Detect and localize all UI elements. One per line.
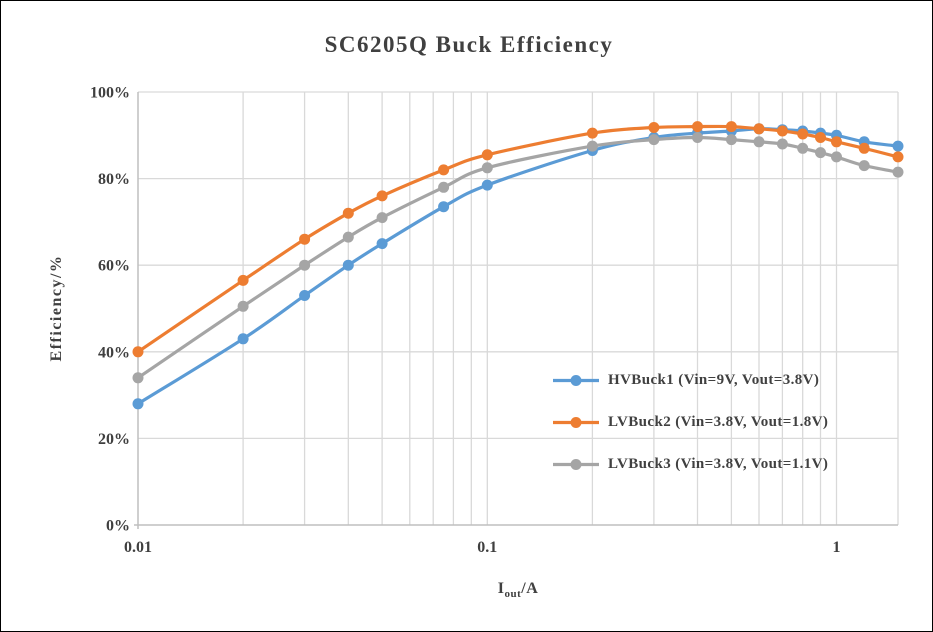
x-tick-label: 1	[833, 539, 841, 556]
data-point-LVBuck2	[815, 132, 826, 143]
y-tick-label: 40%	[98, 344, 130, 361]
data-point-LVBuck2	[648, 122, 660, 133]
data-point-HVBuck1	[342, 259, 354, 271]
data-point-LVBuck3	[692, 132, 703, 143]
x-tick-label: 0.01	[124, 539, 152, 556]
y-tick-label: 100%	[90, 85, 130, 102]
legend-label: LVBuck2 (Vin=3.8V, Vout=1.8V)	[608, 413, 829, 430]
data-point-HVBuck1	[892, 140, 904, 152]
legend-item: LVBuck2 (Vin=3.8V, Vout=1.8V)	[553, 401, 828, 443]
data-point-HVBuck1	[299, 290, 311, 301]
x-axis-title-symbol: I	[497, 579, 505, 597]
data-point-LVBuck3	[299, 259, 311, 271]
legend-marker-icon	[553, 458, 599, 470]
data-point-LVBuck2	[725, 121, 737, 133]
data-point-LVBuck3	[237, 300, 249, 312]
data-point-LVBuck3	[648, 134, 660, 146]
data-point-LVBuck2	[481, 149, 493, 161]
data-point-LVBuck2	[858, 142, 870, 154]
data-point-LVBuck3	[342, 231, 354, 243]
data-point-LVBuck3	[753, 136, 765, 148]
data-point-LVBuck3	[132, 372, 144, 384]
legend-label: LVBuck3 (Vin=3.8V, Vout=1.1V)	[608, 455, 829, 472]
data-point-LVBuck2	[797, 128, 809, 140]
data-point-LVBuck2	[237, 274, 249, 286]
legend-marker-icon	[553, 374, 599, 386]
data-point-LVBuck3	[797, 142, 809, 154]
data-point-LVBuck2	[892, 151, 904, 163]
data-point-HVBuck1	[132, 398, 144, 410]
data-point-LVBuck3	[776, 138, 788, 150]
data-point-LVBuck3	[831, 151, 842, 163]
data-point-LVBuck3	[586, 140, 598, 152]
data-point-LVBuck2	[376, 190, 388, 202]
x-axis-title: Iout/A	[498, 580, 539, 600]
data-point-LVBuck2	[299, 233, 311, 245]
data-point-LVBuck3	[481, 162, 493, 174]
data-point-HVBuck1	[438, 201, 450, 213]
data-point-LVBuck2	[753, 123, 765, 135]
data-point-LVBuck3	[858, 160, 870, 172]
data-point-LVBuck3	[892, 166, 904, 178]
data-point-LVBuck3	[438, 181, 450, 193]
data-point-LVBuck2	[438, 164, 450, 176]
y-tick-label: 0%	[106, 518, 130, 535]
legend: HVBuck1 (Vin=9V, Vout=3.8V) LVBuck2 (Vin=…	[553, 359, 828, 485]
data-point-LVBuck3	[725, 134, 737, 146]
chart-title: SC6205Q Buck Efficiency	[324, 32, 614, 57]
data-point-LVBuck2	[692, 121, 703, 133]
data-point-LVBuck3	[376, 212, 388, 224]
x-tick-label: 0.1	[477, 539, 497, 556]
data-point-LVBuck3	[815, 147, 826, 159]
x-axis-title-subscript: out	[504, 588, 522, 601]
legend-marker-icon	[553, 416, 599, 428]
data-point-HVBuck1	[237, 333, 249, 345]
y-tick-label: 80%	[98, 171, 130, 188]
data-point-HVBuck1	[376, 238, 388, 250]
data-point-LVBuck2	[342, 207, 354, 219]
legend-label: HVBuck1 (Vin=9V, Vout=3.8V)	[608, 371, 820, 388]
y-tick-label: 20%	[98, 431, 130, 448]
data-point-LVBuck2	[132, 346, 144, 358]
y-tick-label: 60%	[98, 258, 130, 275]
data-point-LVBuck2	[586, 127, 598, 139]
data-point-LVBuck2	[831, 136, 842, 148]
legend-item: HVBuck1 (Vin=9V, Vout=3.8V)	[553, 359, 828, 401]
legend-item: LVBuck3 (Vin=3.8V, Vout=1.1V)	[553, 443, 828, 485]
data-point-HVBuck1	[481, 179, 493, 191]
x-axis-title-unit: /A	[521, 579, 539, 597]
data-point-LVBuck2	[776, 125, 788, 137]
